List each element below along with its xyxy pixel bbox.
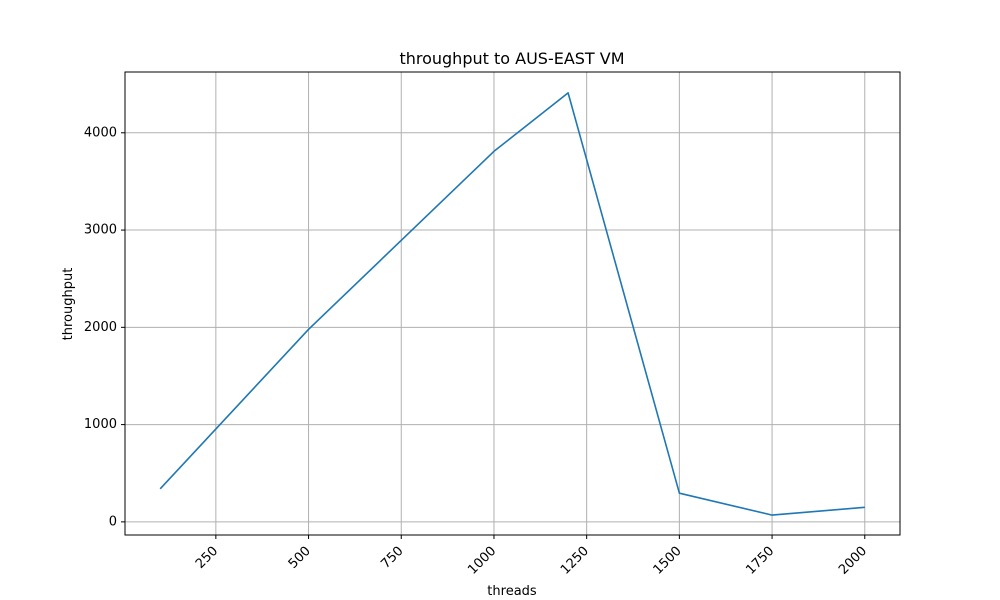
x-tick-label: 2000 bbox=[836, 544, 870, 578]
x-tick-label: 500 bbox=[286, 544, 314, 572]
x-tick-label: 1500 bbox=[651, 544, 685, 578]
x-axis-label: threads bbox=[487, 584, 537, 599]
y-tick-label: 3000 bbox=[84, 223, 117, 238]
y-tick-label: 1000 bbox=[84, 417, 117, 432]
grid-lines bbox=[125, 72, 900, 535]
x-tick-label: 1000 bbox=[465, 544, 499, 578]
x-tick-label: 1750 bbox=[743, 544, 777, 578]
x-tick-label: 250 bbox=[193, 544, 221, 572]
y-tick-label: 0 bbox=[109, 514, 117, 529]
y-axis-ticks: 0 1000 2000 3000 4000 bbox=[84, 125, 125, 529]
y-axis-label: throughput bbox=[61, 268, 76, 341]
x-tick-label: 750 bbox=[378, 544, 406, 572]
x-axis-ticks: 250 500 750 1000 1250 1500 1750 2000 bbox=[193, 535, 870, 578]
plot-area bbox=[124, 71, 901, 536]
x-tick-label: 1250 bbox=[558, 544, 592, 578]
y-tick-label: 4000 bbox=[84, 125, 117, 140]
series-group bbox=[159, 92, 865, 516]
series-line bbox=[159, 92, 865, 516]
y-tick-label: 2000 bbox=[84, 320, 117, 335]
chart-title: throughput to AUS-EAST VM bbox=[399, 49, 624, 68]
